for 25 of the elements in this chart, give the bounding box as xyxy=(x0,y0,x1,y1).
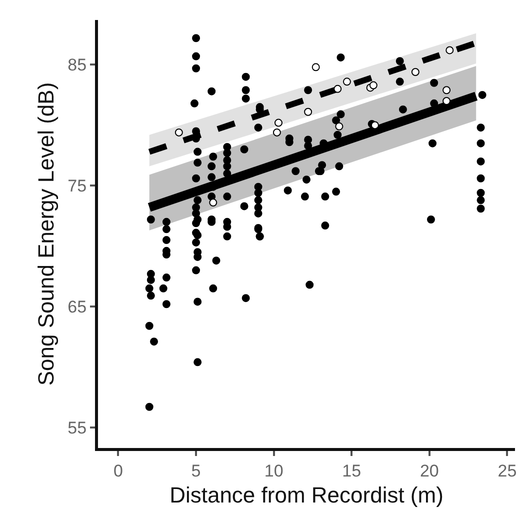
y-tick-label: 65 xyxy=(68,297,87,316)
point xyxy=(304,108,312,116)
y-axis-title: Song Sound Energy Level (dB) xyxy=(33,82,58,386)
point xyxy=(369,81,378,90)
point xyxy=(312,63,320,72)
point xyxy=(272,128,281,136)
x-tick-label: 0 xyxy=(113,461,123,480)
point xyxy=(411,68,420,76)
x-tick-label: 15 xyxy=(342,461,362,480)
y-tick-label: 55 xyxy=(68,418,87,438)
y-tick-label: 75 xyxy=(68,176,87,196)
point xyxy=(442,86,451,94)
point xyxy=(209,198,218,207)
x-tick-label: 10 xyxy=(264,461,284,480)
point xyxy=(335,122,344,130)
point xyxy=(174,128,183,136)
x-axis-title: Distance from Recordist (m) xyxy=(170,482,444,508)
point xyxy=(342,78,351,86)
point xyxy=(334,84,342,93)
x-tick-label: 20 xyxy=(420,461,439,480)
point xyxy=(446,46,454,54)
y-tick-label: 85 xyxy=(68,56,87,75)
x-tick-label: 25 xyxy=(498,461,517,480)
point xyxy=(274,118,282,127)
x-tick-label: 5 xyxy=(191,461,201,480)
